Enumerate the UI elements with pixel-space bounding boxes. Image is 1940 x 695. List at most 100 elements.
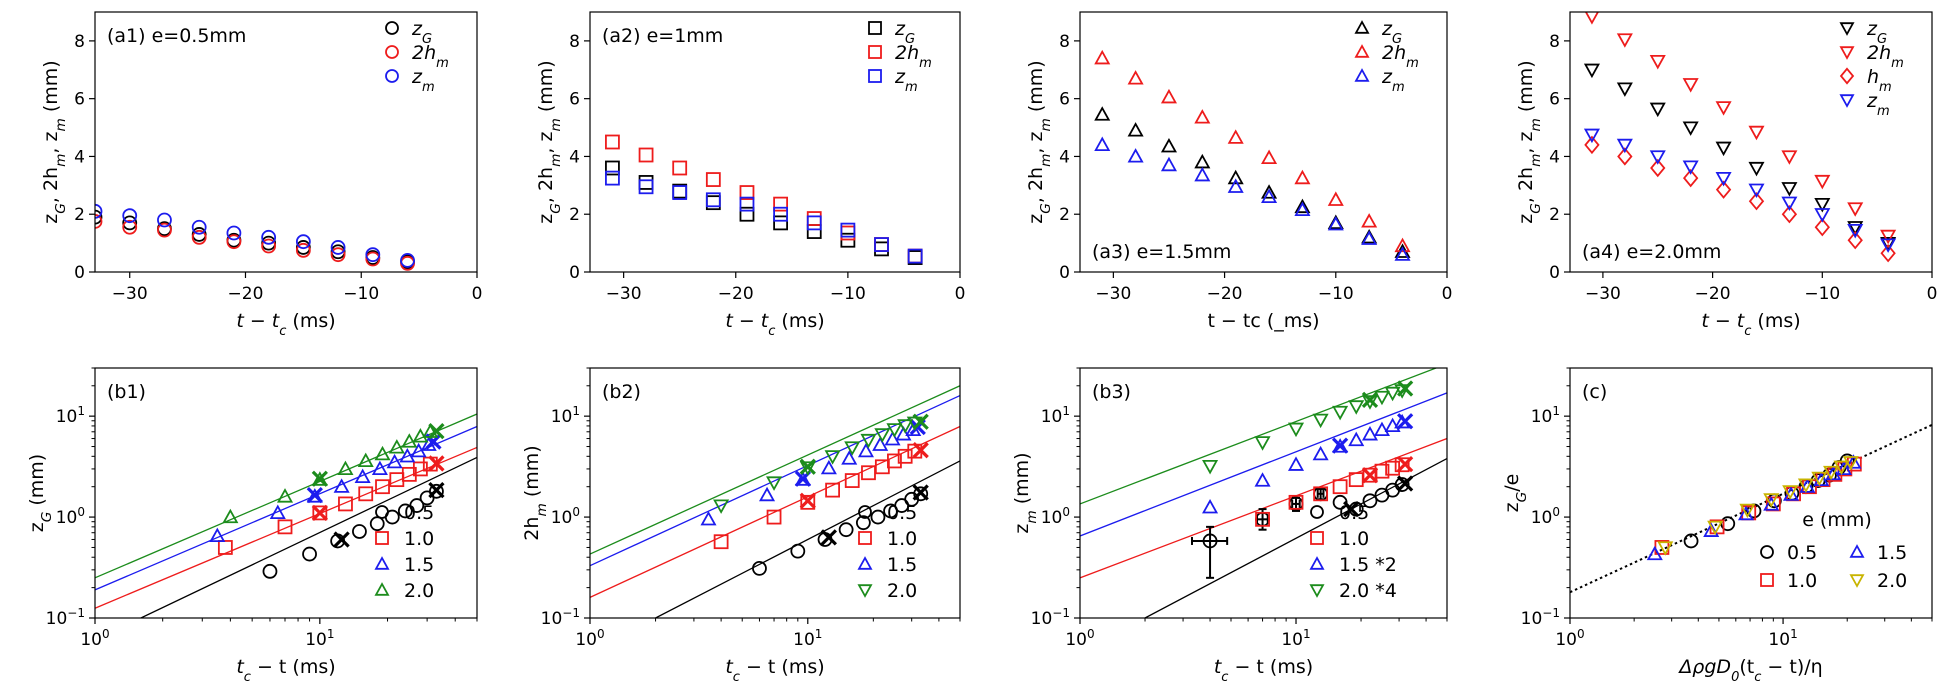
data-point <box>1194 153 1211 169</box>
y-tick-label: 2 <box>1059 205 1070 225</box>
data-point <box>1583 128 1600 144</box>
tick-base: 10 <box>1041 407 1063 427</box>
data-point <box>354 468 371 484</box>
legend-label: 1.5 <box>1877 542 1907 564</box>
legend-label: zm <box>1381 66 1405 95</box>
plot-area <box>95 413 477 618</box>
tick-base: 10 <box>46 609 68 629</box>
data-point <box>1833 460 1850 476</box>
data-point <box>1748 161 1765 177</box>
legend-label: 2hm <box>412 42 449 71</box>
plot-area <box>1583 12 1897 263</box>
data-point <box>1584 12 1599 25</box>
legend-text: 2h <box>895 42 919 64</box>
subscript: m <box>548 154 564 167</box>
x-tick-label: −10 <box>830 284 866 304</box>
label-part: , z <box>1515 131 1537 153</box>
data-point <box>1847 224 1864 239</box>
legend-label: 1.5 <box>404 554 434 576</box>
xlabel-unit: (ms) <box>775 310 824 332</box>
data-point <box>1880 229 1897 245</box>
x-tick-label: 0 <box>472 284 483 304</box>
tick-base: 10 <box>1531 508 1553 528</box>
data-point <box>897 448 913 464</box>
label-part: , 2h <box>535 167 557 203</box>
y-tick-label: 4 <box>1059 147 1070 167</box>
xlabel-unit: − t (ms) <box>740 656 825 678</box>
legend-text: 2h <box>1867 42 1891 64</box>
cross-marker <box>912 413 929 430</box>
label-part: , 2h <box>1515 167 1537 203</box>
data-point <box>1748 192 1765 211</box>
data-point <box>1160 88 1177 104</box>
data-point <box>1813 471 1830 487</box>
data-point <box>1373 390 1391 406</box>
y-tick-label: 2 <box>569 205 580 225</box>
data-point <box>1649 150 1666 165</box>
xlabel-sub: c <box>244 670 251 685</box>
data-point <box>333 478 350 493</box>
legend-marker <box>857 556 873 570</box>
data-point <box>1748 183 1765 199</box>
legend: e (mm) 0.5 1.0 1.5 2.0 <box>1760 509 1907 592</box>
data-point <box>429 483 444 499</box>
cross-marker <box>333 531 350 548</box>
legend-marker <box>374 582 390 596</box>
data-point <box>277 519 293 535</box>
plot-area <box>1094 49 1411 261</box>
data-point <box>191 219 207 235</box>
x-tick-label: −20 <box>718 284 754 304</box>
data-point <box>1261 149 1278 164</box>
x-tick-label: −20 <box>228 284 264 304</box>
data-point <box>766 509 782 525</box>
data-point <box>261 229 277 245</box>
data-point <box>399 447 416 463</box>
tick-base: 10 <box>1768 630 1790 650</box>
data-point <box>1811 471 1828 487</box>
data-point <box>1880 238 1897 253</box>
y-tick-label: 100 <box>1041 505 1070 528</box>
y-tick-label: 10−1 <box>1521 606 1560 629</box>
data-point <box>1332 438 1349 453</box>
data-point <box>337 460 354 476</box>
data-point <box>1715 141 1732 157</box>
x-tick-label: −20 <box>1207 284 1243 304</box>
data-point <box>884 430 901 446</box>
tick-exp: −1 <box>67 606 85 620</box>
label-part: (mm) <box>40 60 62 118</box>
label-part: 2h <box>521 517 543 541</box>
subscript: m <box>1024 510 1040 523</box>
xlabel-main: t − tc (_ms) <box>1207 310 1319 332</box>
legend-sub: m <box>905 80 918 95</box>
tick-exp: 1 <box>1552 404 1560 418</box>
data-point <box>800 494 816 510</box>
subscript: m <box>53 154 69 167</box>
legend-marker <box>1849 574 1865 588</box>
subscript: G <box>1514 492 1530 503</box>
cross-marker <box>311 504 328 522</box>
y-tick-label: 6 <box>74 90 85 110</box>
data-point <box>1682 160 1699 175</box>
x-tick-label: −30 <box>1095 284 1131 304</box>
y-axis-label: zG, 2hm, zm (mm) <box>40 60 69 223</box>
y-tick-label: 2 <box>1549 205 1560 225</box>
legend-label: 0.5 <box>404 502 434 524</box>
data-point <box>226 234 242 250</box>
data-point <box>1649 102 1666 118</box>
data-point <box>1313 486 1329 502</box>
y-tick-label: 2 <box>74 205 85 225</box>
data-point <box>222 508 239 524</box>
data-point <box>1127 70 1144 85</box>
y-tick-label: 6 <box>1059 90 1070 110</box>
data-point <box>806 215 822 231</box>
data-point <box>122 208 138 224</box>
legend-marker <box>868 21 882 35</box>
legend-label: 2.0 *4 <box>1339 580 1397 602</box>
cross-marker <box>428 455 445 472</box>
legend-marker <box>1354 44 1370 58</box>
data-point <box>1781 182 1798 197</box>
data-point <box>386 453 403 469</box>
legend-marker <box>1760 573 1774 587</box>
data-point <box>860 433 877 449</box>
